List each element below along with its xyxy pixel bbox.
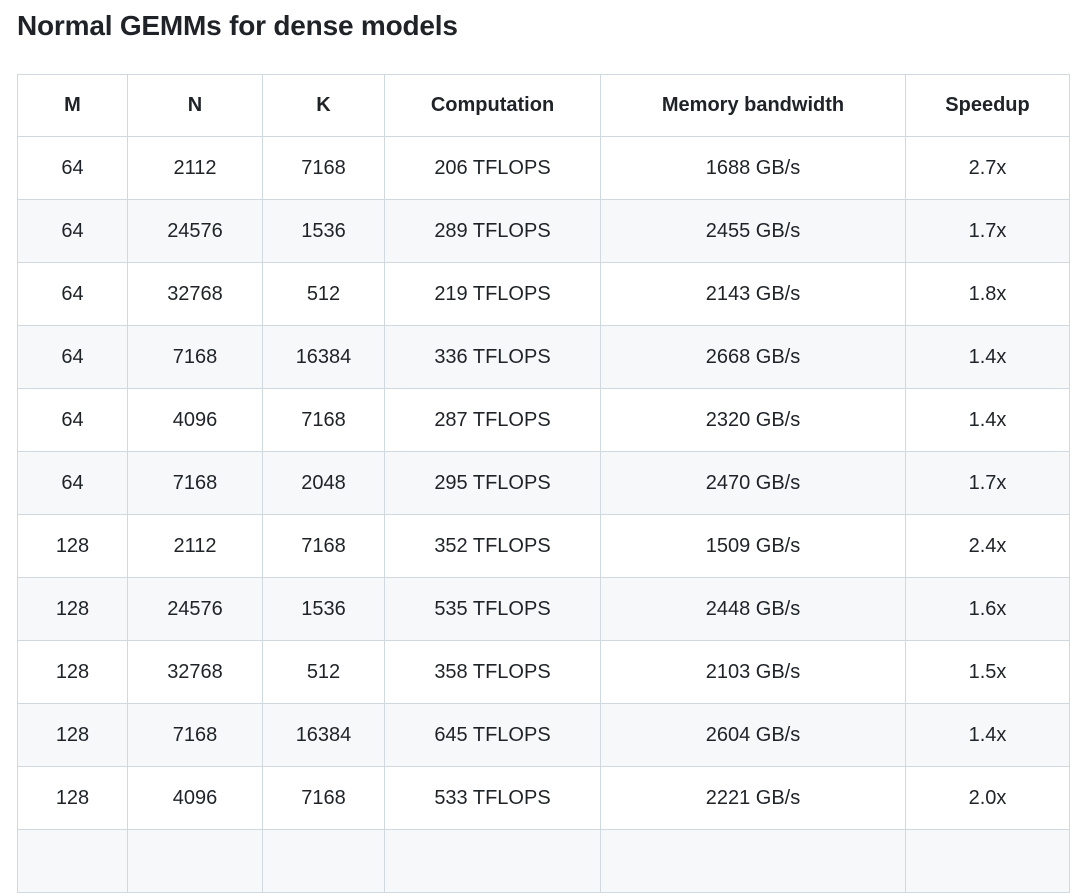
table-cell: 1688 GB/s bbox=[600, 136, 906, 200]
table-cell: 16384 bbox=[262, 703, 385, 767]
table-cell: 1.4x bbox=[905, 703, 1070, 767]
table-row: 128 7168 16384 645 TFLOPS 2604 GB/s 1.4x bbox=[17, 703, 1070, 767]
table-cell: 2112 bbox=[127, 514, 263, 578]
table-cell: 1.4x bbox=[905, 325, 1070, 389]
table-cell: 2112 bbox=[127, 136, 263, 200]
table-cell bbox=[262, 829, 385, 893]
table-row: 128 4096 7168 533 TFLOPS 2221 GB/s 2.0x bbox=[17, 766, 1070, 830]
table-cell: 2604 GB/s bbox=[600, 703, 906, 767]
table-row: 64 4096 7168 287 TFLOPS 2320 GB/s 1.4x bbox=[17, 388, 1070, 452]
table-cell: 535 TFLOPS bbox=[384, 577, 601, 641]
table-cell: 1.6x bbox=[905, 577, 1070, 641]
table-cell bbox=[600, 829, 906, 893]
table-cell: 2048 bbox=[262, 451, 385, 515]
col-header-computation: Computation bbox=[384, 74, 601, 137]
table-cell: 2221 GB/s bbox=[600, 766, 906, 830]
table-cell: 128 bbox=[17, 703, 128, 767]
table-cell: 7168 bbox=[262, 766, 385, 830]
col-header-memory-bandwidth: Memory bandwidth bbox=[600, 74, 906, 137]
table-cell: 1536 bbox=[262, 199, 385, 263]
table-cell: 7168 bbox=[127, 703, 263, 767]
table-header-row: M N K Computation Memory bandwidth Speed… bbox=[17, 74, 1070, 137]
table-row: 64 7168 2048 295 TFLOPS 2470 GB/s 1.7x bbox=[17, 451, 1070, 515]
table-cell: 24576 bbox=[127, 199, 263, 263]
table-row: 128 2112 7168 352 TFLOPS 1509 GB/s 2.4x bbox=[17, 514, 1070, 578]
table-cell: 16384 bbox=[262, 325, 385, 389]
table-cell: 2320 GB/s bbox=[600, 388, 906, 452]
table-cell: 1.7x bbox=[905, 199, 1070, 263]
col-header-speedup: Speedup bbox=[905, 74, 1070, 137]
table-cell: 289 TFLOPS bbox=[384, 199, 601, 263]
table-cell: 32768 bbox=[127, 640, 263, 704]
table-row: 128 24576 1536 535 TFLOPS 2448 GB/s 1.6x bbox=[17, 577, 1070, 641]
table-cell: 358 TFLOPS bbox=[384, 640, 601, 704]
col-header-k: K bbox=[262, 74, 385, 137]
table-cell: 64 bbox=[17, 136, 128, 200]
table-cell: 2455 GB/s bbox=[600, 199, 906, 263]
table-cell: 7168 bbox=[262, 136, 385, 200]
table-cell: 7168 bbox=[262, 514, 385, 578]
table-cell: 2668 GB/s bbox=[600, 325, 906, 389]
gemm-benchmark-table: M N K Computation Memory bandwidth Speed… bbox=[17, 74, 1070, 893]
table-cell: 2.0x bbox=[905, 766, 1070, 830]
table-cell: 512 bbox=[262, 262, 385, 326]
table-cell: 64 bbox=[17, 451, 128, 515]
table-cell: 1536 bbox=[262, 577, 385, 641]
page-title: Normal GEMMs for dense models bbox=[17, 10, 458, 41]
table-cell: 64 bbox=[17, 199, 128, 263]
table-body: 64 2112 7168 206 TFLOPS 1688 GB/s 2.7x 64 24576… bbox=[17, 136, 1070, 893]
table-cell: 7168 bbox=[262, 388, 385, 452]
table-cell: 2470 GB/s bbox=[600, 451, 906, 515]
table-cell: 295 TFLOPS bbox=[384, 451, 601, 515]
table-row: 64 7168 16384 336 TFLOPS 2668 GB/s 1.4x bbox=[17, 325, 1070, 389]
table-cell: 64 bbox=[17, 325, 128, 389]
table-cell: 2103 GB/s bbox=[600, 640, 906, 704]
table-cell: 219 TFLOPS bbox=[384, 262, 601, 326]
table-cell: 7168 bbox=[127, 451, 263, 515]
table-cell: 128 bbox=[17, 640, 128, 704]
table-row: 64 24576 1536 289 TFLOPS 2455 GB/s 1.7x bbox=[17, 199, 1070, 263]
table-cell bbox=[384, 829, 601, 893]
table-row: 128 32768 512 358 TFLOPS 2103 GB/s 1.5x bbox=[17, 640, 1070, 704]
table-cell: 2.7x bbox=[905, 136, 1070, 200]
table-cell: 64 bbox=[17, 388, 128, 452]
table-cell: 1.7x bbox=[905, 451, 1070, 515]
table-cell: 206 TFLOPS bbox=[384, 136, 601, 200]
col-header-m: M bbox=[17, 74, 128, 137]
table-cell: 1509 GB/s bbox=[600, 514, 906, 578]
table-cell: 4096 bbox=[127, 388, 263, 452]
table-cell bbox=[905, 829, 1070, 893]
table-cell: 2.4x bbox=[905, 514, 1070, 578]
table-row: 64 32768 512 219 TFLOPS 2143 GB/s 1.8x bbox=[17, 262, 1070, 326]
table-cell: 1.8x bbox=[905, 262, 1070, 326]
table-row: 64 2112 7168 206 TFLOPS 1688 GB/s 2.7x bbox=[17, 136, 1070, 200]
table-cell: 128 bbox=[17, 577, 128, 641]
table-cell: 7168 bbox=[127, 325, 263, 389]
table-cell: 1.4x bbox=[905, 388, 1070, 452]
table-cell: 352 TFLOPS bbox=[384, 514, 601, 578]
col-header-n: N bbox=[127, 74, 263, 137]
table-cell bbox=[127, 829, 263, 893]
table-row-partial bbox=[17, 829, 1070, 893]
table-cell: 287 TFLOPS bbox=[384, 388, 601, 452]
table-cell: 128 bbox=[17, 766, 128, 830]
table-cell: 4096 bbox=[127, 766, 263, 830]
table-cell: 336 TFLOPS bbox=[384, 325, 601, 389]
table-cell: 512 bbox=[262, 640, 385, 704]
table-cell: 2448 GB/s bbox=[600, 577, 906, 641]
table-cell: 645 TFLOPS bbox=[384, 703, 601, 767]
table-cell: 533 TFLOPS bbox=[384, 766, 601, 830]
table-cell: 32768 bbox=[127, 262, 263, 326]
table-cell bbox=[17, 829, 128, 893]
table-cell: 64 bbox=[17, 262, 128, 326]
table-cell: 128 bbox=[17, 514, 128, 578]
table-cell: 24576 bbox=[127, 577, 263, 641]
table-cell: 2143 GB/s bbox=[600, 262, 906, 326]
table-cell: 1.5x bbox=[905, 640, 1070, 704]
